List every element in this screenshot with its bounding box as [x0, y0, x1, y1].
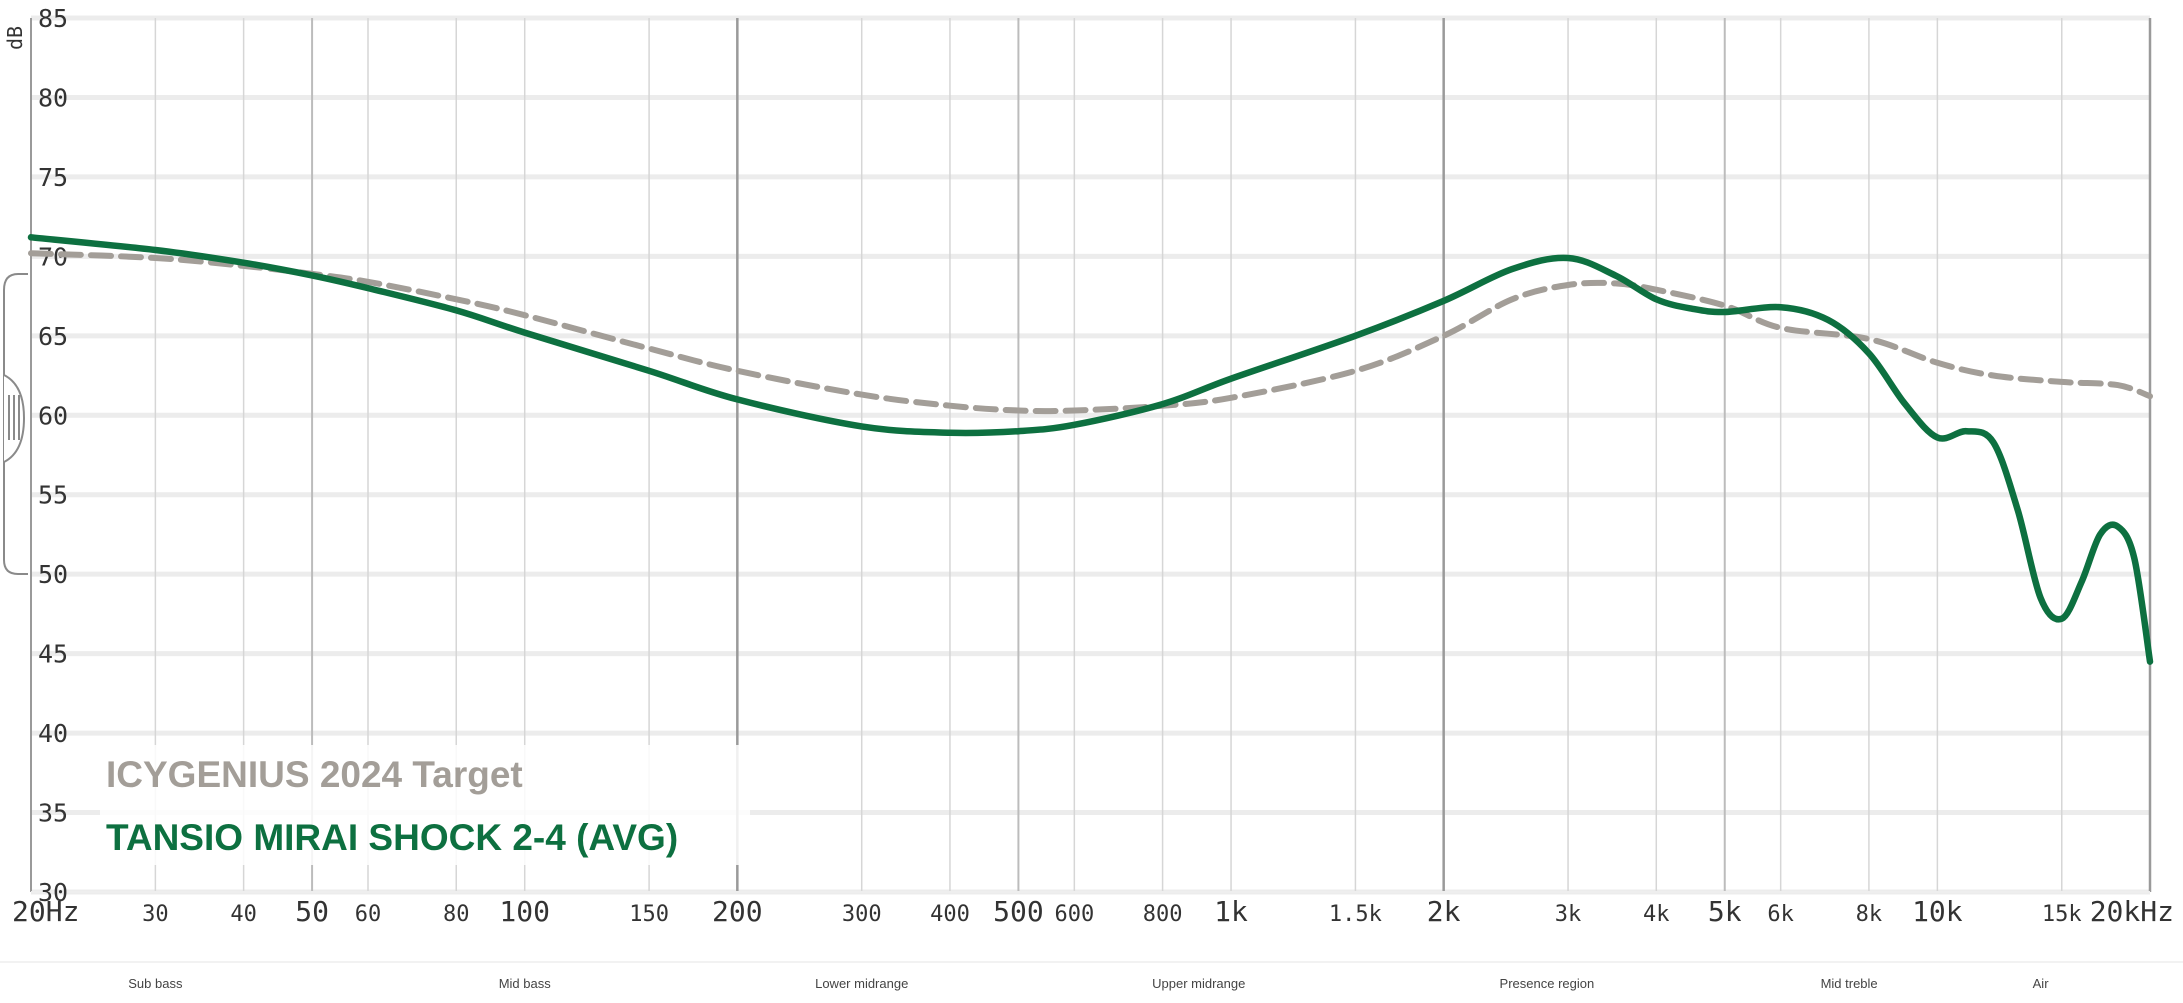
y-tick-label: 55: [38, 481, 68, 510]
region-label: Upper midrange: [1152, 976, 1245, 991]
x-tick-label: 80: [443, 902, 470, 927]
x-tick-label: 3k: [1555, 902, 1582, 927]
x-tick-label: 1k: [1214, 895, 1248, 928]
x-tick-label: 10k: [1912, 895, 1963, 928]
y-tick-label: 45: [38, 640, 68, 669]
x-tick-label: 200: [712, 895, 763, 928]
x-tick-label: 30: [142, 902, 169, 927]
x-tick-label: 1.5k: [1329, 902, 1382, 927]
x-tick-label: 20kHz: [2090, 895, 2174, 928]
x-tick-labels: 20Hz 30 40 50 60 80 100 150 200 300 400 500 600 800 1k…: [12, 895, 2174, 928]
legend-backdrop: [100, 745, 750, 865]
x-tick-label: 40: [230, 902, 257, 927]
legend-entry-headphone: TANSIO MIRAI SHOCK 2-4 (AVG): [106, 817, 678, 858]
y-scale-drag-handle[interactable]: [3, 273, 28, 575]
x-tick-label: 100: [499, 895, 550, 928]
y-tick-label: 85: [38, 4, 68, 33]
y-tick-label: 30: [38, 878, 68, 907]
region-label: Presence region: [1500, 976, 1595, 991]
y-tick-label: 40: [38, 719, 68, 748]
x-tick-label: 800: [1143, 902, 1183, 927]
region-label: Mid bass: [499, 976, 552, 991]
y-tick-label: 80: [38, 83, 68, 112]
y-axis-unit-label: dB: [3, 26, 27, 50]
x-tick-label: 500: [993, 895, 1044, 928]
frequency-region-labels: Sub bass Mid bass Lower midrange Upper midr…: [128, 976, 2049, 991]
x-tick-label: 400: [930, 902, 970, 927]
x-tick-label: 2k: [1427, 895, 1461, 928]
y-tick-label: 65: [38, 322, 68, 351]
x-tick-label: 50: [295, 895, 329, 928]
y-tick-label: 50: [38, 560, 68, 589]
x-tick-label: 4k: [1643, 902, 1670, 927]
x-tick-label: 5k: [1708, 895, 1742, 928]
x-tick-label: 60: [355, 902, 382, 927]
x-tick-label: 20Hz: [12, 895, 79, 928]
region-label: Air: [2033, 976, 2050, 991]
series-layer: [27, 234, 2154, 665]
region-label: Lower midrange: [815, 976, 908, 991]
x-tick-label: 6k: [1767, 902, 1794, 927]
y-tick-label: 60: [38, 401, 68, 430]
x-tick-label: 300: [842, 902, 882, 927]
legend: ICYGENIUS 2024 Target TANSIO MIRAI SHOCK…: [100, 745, 750, 865]
x-tick-label: 8k: [1856, 902, 1883, 927]
region-label: Sub bass: [128, 976, 183, 991]
y-tick-label: 35: [38, 799, 68, 828]
y-tick-label: 75: [38, 163, 68, 192]
x-tick-label: 15k: [2042, 902, 2082, 927]
legend-entry-target: ICYGENIUS 2024 Target: [106, 754, 523, 795]
x-tick-label: 150: [629, 902, 669, 927]
region-label: Mid treble: [1821, 976, 1878, 991]
x-tick-label: 600: [1054, 902, 1094, 927]
target-curve: [28, 250, 2153, 415]
y-axis: dB: [3, 18, 2150, 893]
headphone-curve: [27, 234, 2154, 665]
